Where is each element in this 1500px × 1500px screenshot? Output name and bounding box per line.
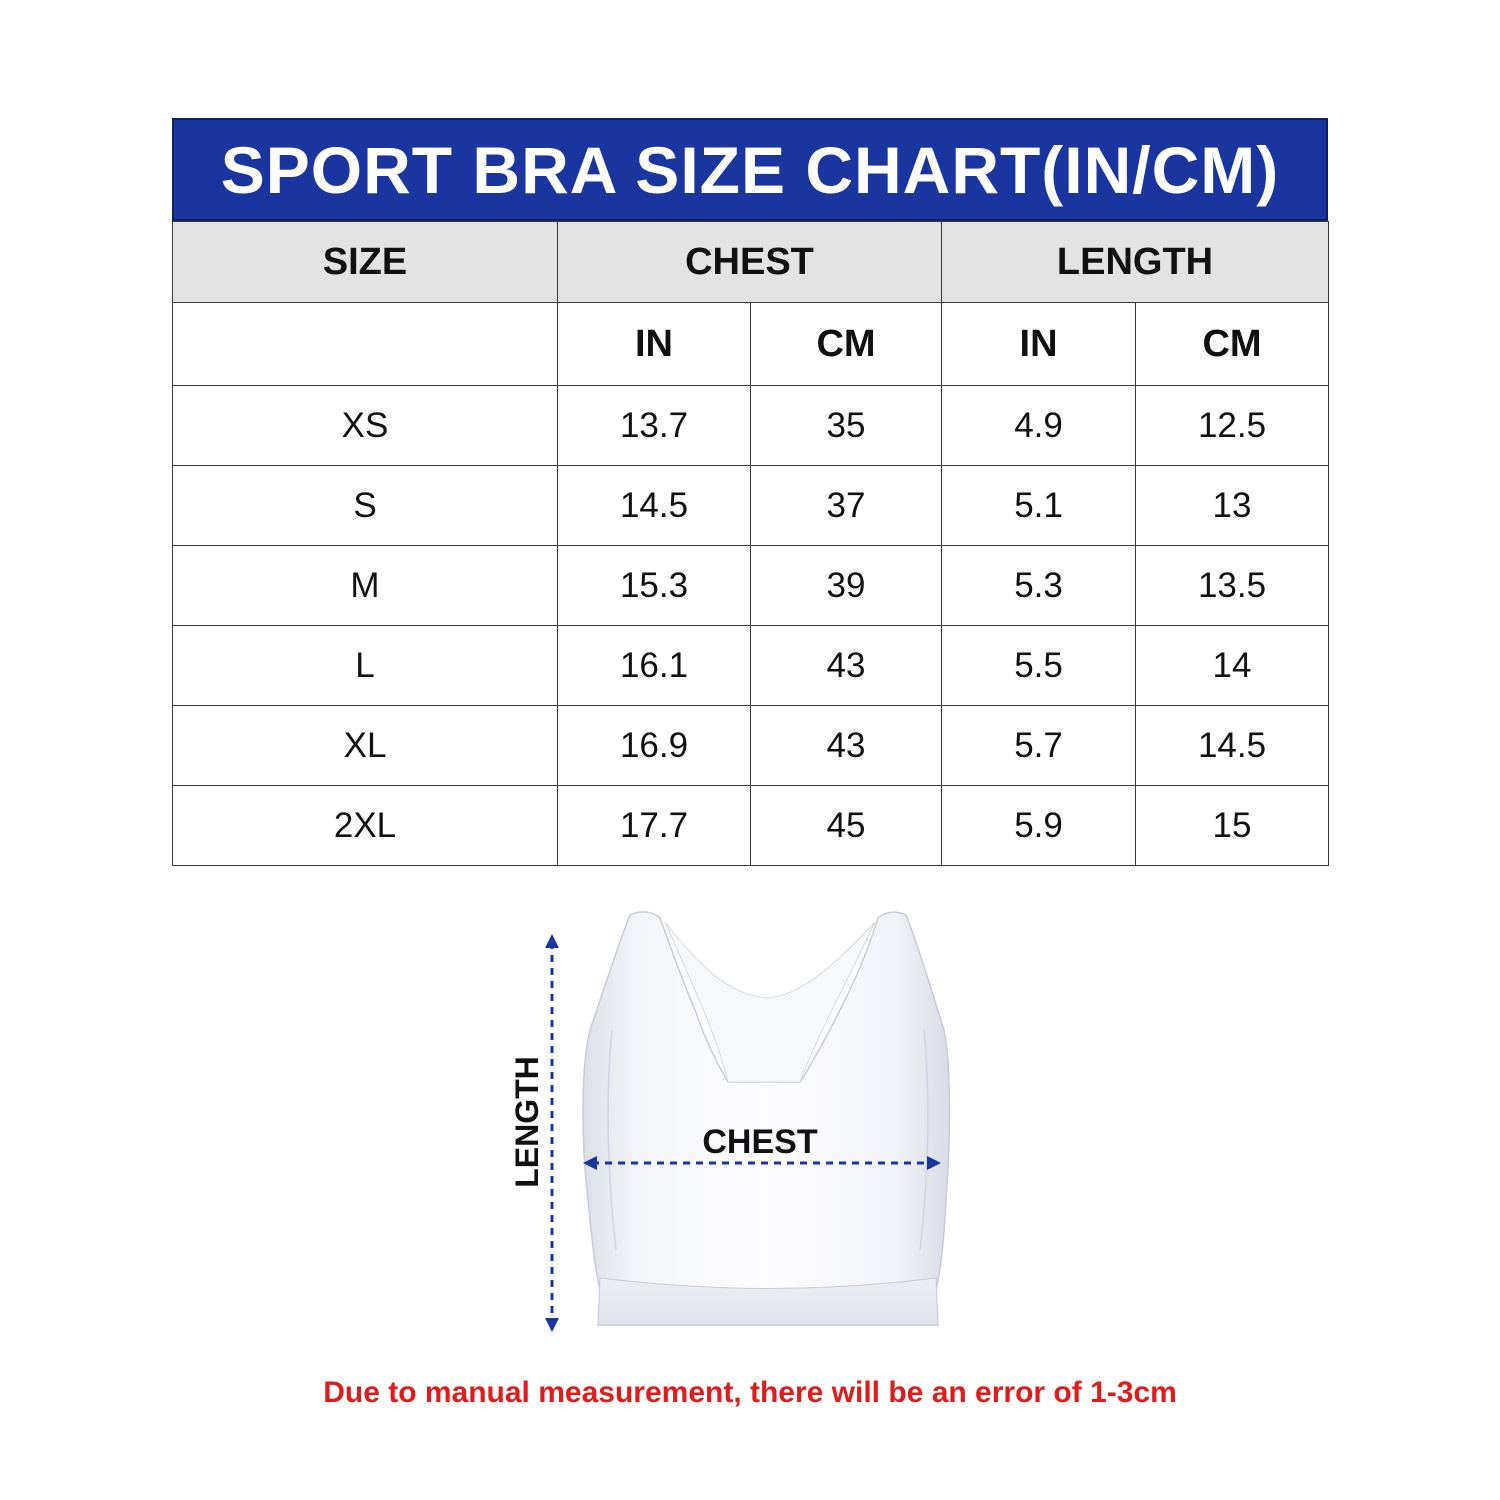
length-in-cell: 4.9 [941,385,1137,466]
table-row: XS 13.7 35 4.9 12.5 [172,385,1330,466]
chest-in-cell: 16.1 [557,625,751,706]
chest-cm-cell: 43 [749,705,943,786]
length-in-cell: 5.9 [941,785,1137,866]
sport-bra-illustration: LENGTH CHEST [509,911,951,1332]
bra-shape [582,911,951,1326]
chest-cm-cell: 35 [749,385,943,466]
chest-label: CHEST [702,1123,817,1161]
table-row: 2XL 17.7 45 5.9 15 [172,785,1330,866]
size-cell: S [172,465,558,546]
header-row: SIZE CHEST LENGTH [172,221,1330,303]
size-cell: XS [172,385,558,466]
chest-in-cell: 15.3 [557,545,751,626]
chart-title: SPORT BRA SIZE CHART(IN/CM) [220,132,1280,207]
chest-in-cell: 16.9 [557,705,751,786]
length-in-cell: 5.3 [941,545,1137,626]
length-in-cell: 5.5 [941,625,1137,706]
size-cell: 2XL [172,785,558,866]
length-cm-cell: 15 [1135,785,1330,866]
chest-in-cell: 17.7 [557,785,751,866]
length-cm-cell: 13 [1135,465,1330,546]
chest-cm-cell: 39 [749,545,943,626]
chest-cm-cell: 37 [749,465,943,546]
unit-length-cm: CM [1135,302,1330,386]
measurement-note: Due to manual measurement, there will be… [323,1376,1177,1409]
size-table: SIZE CHEST LENGTH IN CM IN CM XS 13.7 35… [172,221,1330,866]
chest-arrow [583,1156,941,1170]
table-row: M 15.3 39 5.3 13.5 [172,545,1330,626]
table-row: L 16.1 43 5.5 14 [172,625,1330,706]
length-label: LENGTH [509,1056,545,1188]
size-cell: XL [172,705,558,786]
size-cell: M [172,545,558,626]
chest-in-cell: 14.5 [557,465,751,546]
length-in-cell: 5.7 [941,705,1137,786]
unit-chest-cm: CM [749,302,943,386]
chest-cm-cell: 43 [749,625,943,706]
header-size: SIZE [172,221,558,303]
length-cm-cell: 13.5 [1135,545,1330,626]
header-length: LENGTH [941,221,1330,303]
header-chest: CHEST [556,221,943,303]
length-cm-cell: 14.5 [1135,705,1330,786]
title-banner: SPORT BRA SIZE CHART(IN/CM) [172,118,1328,221]
unit-chest-in: IN [557,302,751,386]
chest-cm-cell: 45 [749,785,943,866]
table-row: S 14.5 37 5.1 13 [172,465,1330,546]
unit-length-in: IN [941,302,1137,386]
unit-empty-cell [172,302,558,386]
length-arrow [545,934,559,1332]
length-cm-cell: 14 [1135,625,1330,706]
unit-row: IN CM IN CM [172,302,1330,386]
length-in-cell: 5.1 [941,465,1137,546]
table-row: XL 16.9 43 5.7 14.5 [172,705,1330,786]
chest-in-cell: 13.7 [557,385,751,466]
length-cm-cell: 12.5 [1135,385,1330,466]
size-cell: L [172,625,558,706]
